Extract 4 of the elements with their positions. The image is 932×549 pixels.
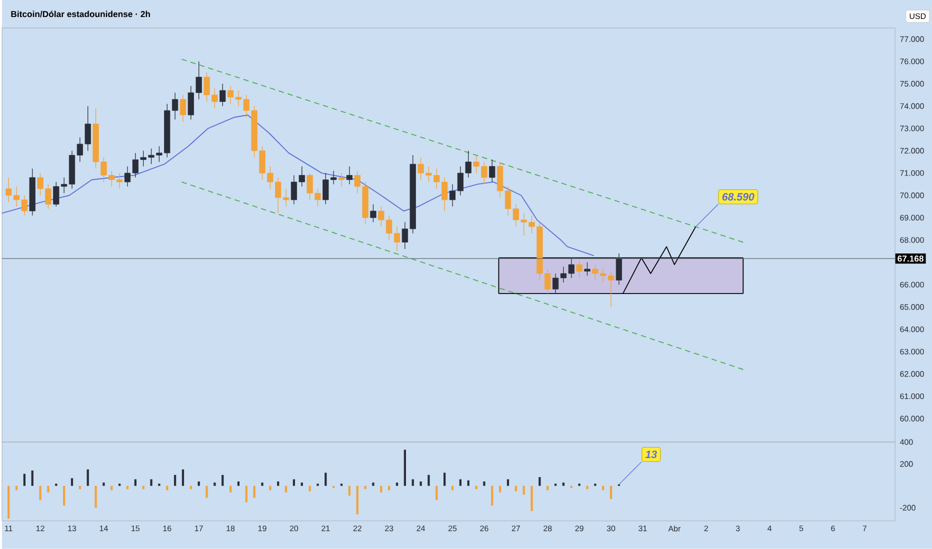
annotation: 68.590 [722, 193, 754, 201]
annotation: 13 [645, 450, 657, 458]
ref-line-label: 67.168 [898, 256, 924, 262]
chart-title: Bitcoin/Dólar estadounidense · 2h [11, 10, 150, 18]
